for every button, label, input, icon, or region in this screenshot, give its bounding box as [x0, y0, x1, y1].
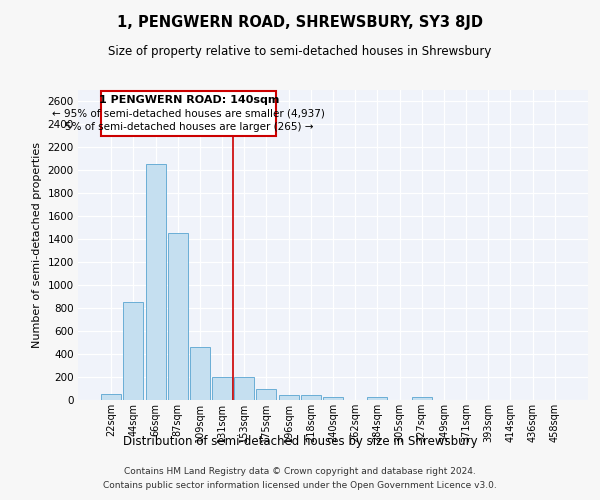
Y-axis label: Number of semi-detached properties: Number of semi-detached properties — [32, 142, 42, 348]
Text: 1, PENGWERN ROAD, SHREWSBURY, SY3 8JD: 1, PENGWERN ROAD, SHREWSBURY, SY3 8JD — [117, 15, 483, 30]
Bar — [323, 397, 343, 400]
Bar — [301, 396, 321, 400]
Text: 5% of semi-detached houses are larger (265) →: 5% of semi-detached houses are larger (2… — [65, 122, 313, 132]
Bar — [367, 397, 388, 400]
Text: Distribution of semi-detached houses by size in Shrewsbury: Distribution of semi-detached houses by … — [122, 435, 478, 448]
Text: Contains HM Land Registry data © Crown copyright and database right 2024.: Contains HM Land Registry data © Crown c… — [124, 468, 476, 476]
Bar — [190, 346, 210, 400]
Text: 1 PENGWERN ROAD: 140sqm: 1 PENGWERN ROAD: 140sqm — [98, 95, 279, 105]
Bar — [234, 377, 254, 400]
Bar — [101, 394, 121, 400]
Bar — [212, 377, 232, 400]
Bar — [278, 396, 299, 400]
Bar — [256, 389, 277, 400]
Bar — [124, 302, 143, 400]
Bar — [101, 91, 277, 136]
Bar — [412, 397, 432, 400]
Text: Contains public sector information licensed under the Open Government Licence v3: Contains public sector information licen… — [103, 481, 497, 490]
Text: Size of property relative to semi-detached houses in Shrewsbury: Size of property relative to semi-detach… — [109, 45, 491, 58]
Text: ← 95% of semi-detached houses are smaller (4,937): ← 95% of semi-detached houses are smalle… — [52, 109, 325, 119]
Bar — [168, 233, 188, 400]
Bar — [146, 164, 166, 400]
